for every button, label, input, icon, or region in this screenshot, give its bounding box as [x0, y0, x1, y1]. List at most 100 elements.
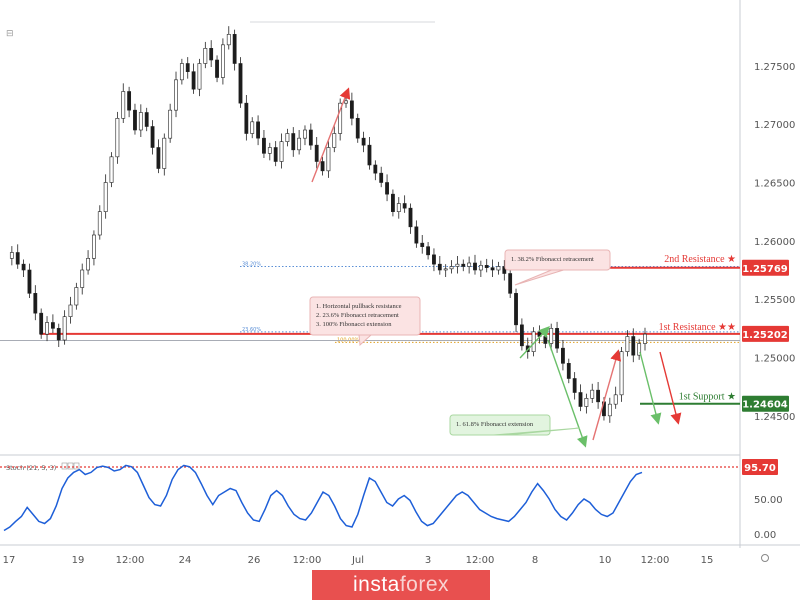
- candle-body: [33, 293, 38, 314]
- candle-body: [273, 147, 278, 162]
- y-tick-label: 1.27500: [754, 62, 795, 73]
- stoch-y-tick-label: 50.00: [754, 495, 783, 506]
- y-axis: 1.27500 1.27000 1.26500 1.26000 1.25500 1.250…: [754, 62, 795, 541]
- level-value-label: 1.25202: [742, 330, 788, 341]
- candle-body: [314, 144, 319, 162]
- stoch-y-tick-label: 0.00: [754, 530, 776, 541]
- x-tick-label: 12:00: [116, 555, 145, 566]
- stoch-level-badge: [742, 459, 778, 476]
- candle-body: [320, 161, 325, 172]
- stoch-title: Stoch (21, 5, 3): [6, 464, 56, 472]
- x-tick-label: 10: [599, 555, 612, 566]
- level-value-badge: [742, 259, 789, 276]
- candle-body: [9, 252, 14, 259]
- candle-body: [156, 147, 161, 169]
- candle-body: [373, 164, 378, 174]
- candle-body: [191, 71, 196, 90]
- projection-arrow: [519, 325, 550, 359]
- candle-body: [484, 265, 489, 268]
- candle-body: [555, 328, 559, 349]
- candle-body: [162, 137, 167, 169]
- candle-body: [519, 324, 524, 347]
- stoch-line: [3, 464, 643, 532]
- candle-body: [443, 268, 448, 271]
- candle-body: [473, 262, 477, 271]
- candle-body: [185, 63, 190, 72]
- candle-body: [303, 129, 307, 139]
- candle-body: [285, 133, 290, 142]
- candle-body: [174, 79, 178, 111]
- candle-body: [625, 336, 630, 352]
- candle-body: [168, 109, 173, 139]
- candle-body: [27, 269, 32, 294]
- y-tick-label: 1.27000: [754, 120, 795, 131]
- candle-body: [50, 322, 55, 329]
- y-tick-label: 1.26500: [754, 179, 795, 190]
- candle-body: [74, 287, 79, 306]
- candle-body: [449, 266, 454, 270]
- candle-body: [361, 137, 366, 146]
- candle-body: [226, 34, 231, 46]
- y-tick-label: 1.25500: [754, 295, 795, 306]
- candle-body: [478, 265, 483, 271]
- annotation-tail: [493, 427, 581, 436]
- candle-body: [197, 63, 202, 90]
- candle-body: [297, 137, 302, 151]
- y-tick-label: 1.24500: [754, 412, 795, 423]
- candle-body: [607, 403, 612, 417]
- candle-body: [561, 347, 565, 364]
- candle-body: [590, 389, 595, 399]
- candle-body: [56, 328, 61, 341]
- stoch-setting-icon: [61, 462, 68, 470]
- candle-body: [631, 336, 636, 356]
- x-tick-label: 15: [701, 555, 714, 566]
- candle-body: [250, 121, 255, 134]
- level-label: 1st Resistance ★★: [659, 322, 736, 333]
- candle-body: [349, 100, 354, 119]
- candle-body: [572, 378, 577, 393]
- level-value-badge: [742, 395, 789, 412]
- candle-body: [613, 394, 618, 405]
- brand-name-b: forex: [399, 573, 450, 596]
- candle-body: [115, 118, 120, 158]
- level-label: 1st Support ★: [679, 392, 736, 403]
- stoch-level-label: 95.70: [744, 463, 776, 474]
- candle-body: [103, 182, 108, 212]
- candle-body: [121, 91, 126, 119]
- y-tick-label: 1.25000: [754, 354, 795, 365]
- annotation-text: 3. 100% Fibonacci extension: [316, 321, 392, 328]
- candle-body: [138, 112, 143, 131]
- candle-body: [549, 328, 554, 344]
- x-tick-label: 24: [179, 555, 192, 566]
- candle-body: [97, 211, 102, 236]
- candle-body: [203, 48, 208, 64]
- candle-body: [508, 273, 513, 294]
- candle-body: [39, 312, 44, 335]
- candle-body: [414, 226, 419, 244]
- candle-body: [467, 262, 472, 267]
- settings-icon: [761, 554, 769, 562]
- candle-body: [68, 304, 73, 317]
- candle-body: [21, 263, 26, 271]
- x-tick-label: 8: [532, 555, 538, 566]
- candle-body: [420, 242, 425, 247]
- candle-body: [332, 133, 337, 148]
- candle-body: [45, 322, 49, 335]
- candle-body: [432, 254, 436, 265]
- candle-body: [338, 102, 343, 134]
- candle-body: [367, 144, 372, 166]
- candle-body: [355, 118, 360, 139]
- candle-body: [437, 263, 442, 271]
- candle-body: [62, 316, 67, 341]
- annotation-fib-382: 1. 38.2% Fibonacci retracement: [504, 249, 611, 286]
- candle-body: [267, 147, 272, 154]
- collapse-icon: ⊟: [6, 29, 14, 39]
- annotation-fib-618: 1. 61.8% Fibonacci extension: [449, 414, 581, 436]
- candle-body: [220, 44, 225, 78]
- x-tick-label: 19: [72, 555, 85, 566]
- candle-body: [279, 141, 284, 162]
- candle-body: [109, 156, 114, 183]
- candle-body: [15, 252, 20, 265]
- projection-arrow: [659, 351, 682, 425]
- stoch-setting-icon: [73, 462, 80, 470]
